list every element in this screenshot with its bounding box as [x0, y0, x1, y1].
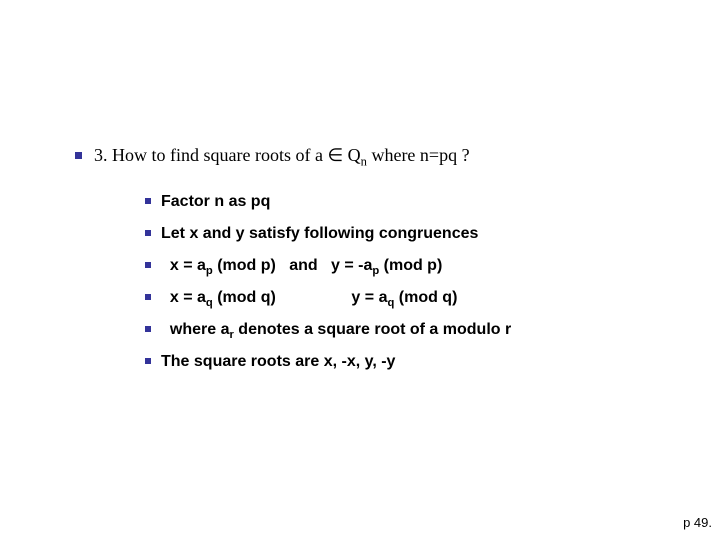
subscript: q [206, 297, 213, 309]
sub-bullet: x = aq (mod q) y = aq (mod q) [145, 289, 457, 309]
text-part: 3. How to find square roots of a [94, 145, 327, 165]
text-part: (mod p) [379, 257, 442, 274]
text-part: where n=pq ? [367, 145, 470, 165]
text-part: denotes a square root of a modulo r [234, 321, 511, 338]
sub-bullet-text: x = aq (mod q) y = aq (mod q) [161, 289, 457, 309]
text-part: x = a [161, 257, 206, 274]
text-part: x = a [161, 289, 206, 306]
sub-bullet: x = ap (mod p) and y = -ap (mod p) [145, 257, 442, 277]
square-bullet-icon [145, 294, 151, 300]
text-part: where a [161, 321, 229, 338]
sub-bullet: where ar denotes a square root of a modu… [145, 321, 511, 341]
text-part: (mod p) and y = -a [213, 257, 373, 274]
text-part: (mod q) [394, 289, 457, 306]
sub-bullet: Let x and y satisfy following congruence… [145, 225, 478, 243]
main-bullet: 3. How to find square roots of a ∈ Qn wh… [75, 145, 470, 170]
page-number: p 49. [683, 515, 712, 530]
square-bullet-icon [75, 152, 82, 159]
sub-bullet-text: Factor n as pq [161, 193, 270, 211]
sub-bullet-text: x = ap (mod p) and y = -ap (mod p) [161, 257, 442, 277]
element-of-symbol: ∈ [327, 145, 343, 165]
square-bullet-icon [145, 326, 151, 332]
sub-bullet-text: Let x and y satisfy following congruence… [161, 225, 478, 243]
square-bullet-icon [145, 358, 151, 364]
sub-bullet-text: where ar denotes a square root of a modu… [161, 321, 511, 341]
square-bullet-icon [145, 262, 151, 268]
sub-bullet-text: The square roots are x, -x, y, -y [161, 353, 395, 371]
square-bullet-icon [145, 230, 151, 236]
main-bullet-text: 3. How to find square roots of a ∈ Qn wh… [94, 145, 470, 170]
sub-bullet: Factor n as pq [145, 193, 270, 211]
subscript: p [206, 265, 213, 277]
text-part: Q [343, 145, 361, 165]
square-bullet-icon [145, 198, 151, 204]
sub-bullet: The square roots are x, -x, y, -y [145, 353, 395, 371]
text-part: (mod q) y = a [213, 289, 388, 306]
